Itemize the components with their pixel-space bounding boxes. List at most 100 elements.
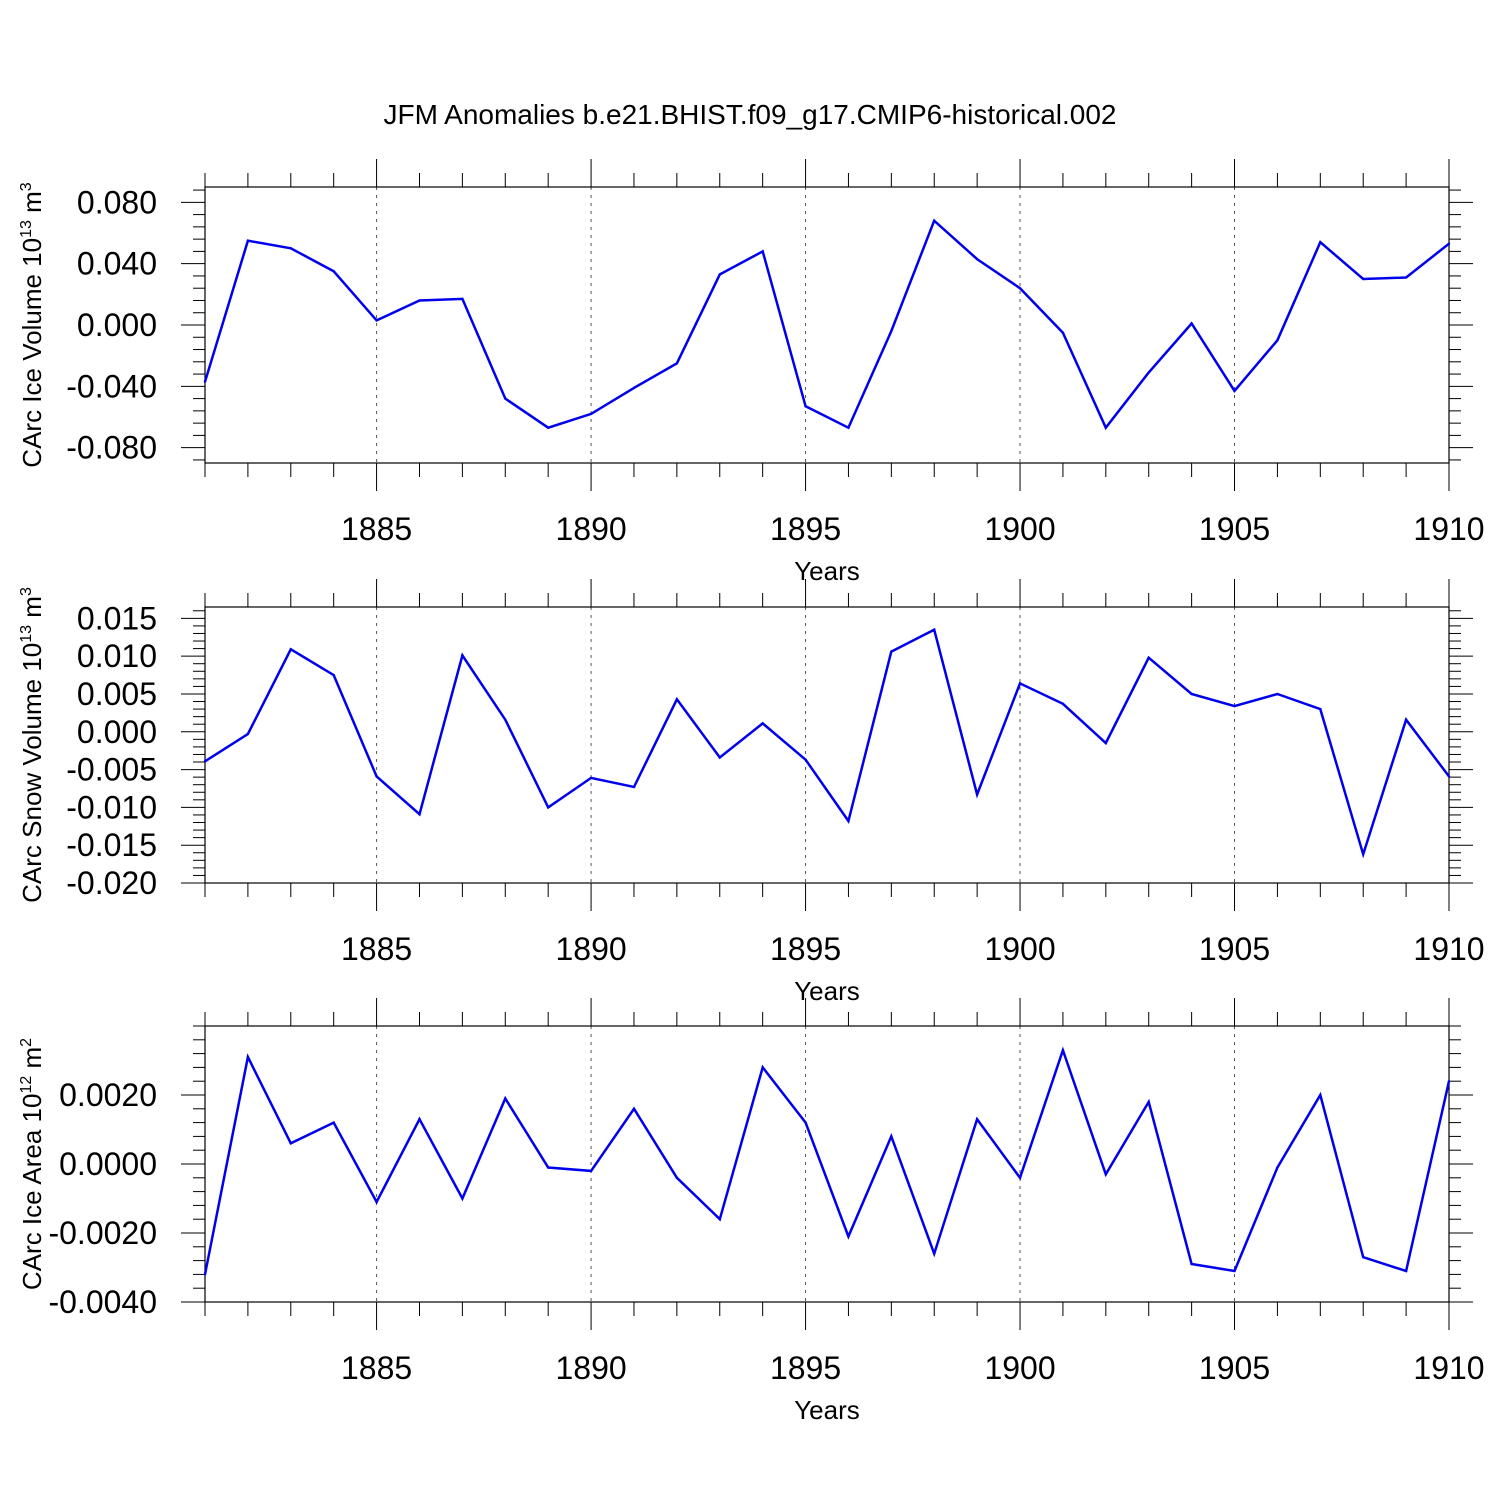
data-point [332,1121,335,1124]
data-point [461,654,464,657]
data-point [289,1142,292,1145]
y-tick-label: 0.010 [77,638,157,674]
data-point [718,273,721,276]
plot-frame [204,1025,1450,1303]
data-point [1233,389,1236,393]
x-tick-label: 1895 [770,511,841,547]
data-point [1362,853,1365,856]
data-point [418,812,421,816]
y-tick-label: -0.005 [66,752,157,788]
y-tick-label: 0.015 [77,600,157,636]
data-point [289,648,292,651]
data-point [375,775,378,778]
data-point [546,426,550,429]
data-point [332,270,335,273]
data-point [675,698,679,701]
plot-frame [204,186,1450,464]
data-point [1190,322,1193,325]
data-point [246,239,250,242]
data-point [1147,1100,1150,1104]
data-point [1018,287,1022,290]
plot-frame [204,606,1450,884]
data-point [804,758,807,761]
data-point [1404,1269,1408,1273]
data-point [1018,682,1022,685]
series-line [204,627,1450,859]
chart-panel-3: -0.0040 -0.0020 0.0000 0.0020 1885 1890 1895 19… [17,998,1485,1425]
x-tick-label: 1910 [1413,931,1484,967]
data-point [1018,1176,1022,1180]
data-point [1404,718,1408,721]
data-point [1061,331,1065,334]
data-point [418,299,421,302]
data-point [1190,1262,1193,1266]
figure-title: JFM Anomalies b.e21.BHIST.f09_g17.CMIP6-… [383,99,1116,130]
x-tick-label: 1885 [341,931,412,967]
y-tick-label: 0.000 [77,714,157,750]
data-point [1104,741,1108,745]
data-point [461,1197,464,1200]
y-axis-label: CArc Snow Volume 1013 m3 [17,587,47,903]
data-point [375,319,378,322]
y-tick-label: 0.0000 [59,1146,157,1182]
y-tick-label: -0.020 [66,865,157,901]
x-tick-label: 1890 [555,1350,626,1386]
data-point [933,1252,936,1255]
x-tick-label: 1900 [984,931,1055,967]
data-point [1319,1093,1322,1097]
data-point [1362,1255,1365,1259]
x-tick-label: 1900 [984,1350,1055,1386]
x-tick-label: 1900 [984,511,1055,547]
x-tick-label: 1905 [1199,511,1270,547]
data-point [246,1055,250,1059]
data-point [718,1218,721,1221]
x-tick-label: 1895 [770,931,841,967]
data-point [504,718,507,721]
data-point [847,1235,850,1238]
data-point [632,785,636,789]
y-tick-label: -0.015 [66,827,157,863]
data-point [1276,692,1279,696]
data-point [203,380,207,383]
y-tick-label: -0.0040 [48,1284,157,1320]
y-axis-label: CArc Ice Area 1012 m2 [17,1038,47,1290]
data-point [375,1200,378,1204]
data-point [761,250,764,253]
x-tick-label: 1890 [555,931,626,967]
data-point [1319,707,1322,711]
data-point [589,776,593,780]
x-tick-label: 1890 [555,511,626,547]
series-line [203,218,1450,431]
data-point [1276,339,1279,342]
data-point [1104,426,1108,429]
data-point [504,397,507,400]
data-point [890,650,893,653]
data-point [203,1273,207,1276]
data-point [632,386,636,390]
y-tick-label: 0.000 [77,307,157,343]
data-point [246,732,250,736]
data-point [675,1176,679,1180]
y-tick-label: 0.040 [77,246,157,282]
y-tick-label: -0.010 [66,789,157,825]
data-point [589,412,593,416]
x-axis-label: Years [794,556,860,586]
data-point [890,329,893,333]
data-point [847,819,850,823]
data-point [1233,704,1236,708]
data-point [804,1121,807,1124]
data-point [975,1117,979,1121]
x-tick-label: 1910 [1413,1350,1484,1386]
x-tick-label: 1885 [341,1350,412,1386]
x-tick-label: 1895 [770,1350,841,1386]
data-point [546,806,550,809]
y-tick-label: 0.080 [77,184,157,220]
data-point [589,1169,593,1173]
data-point [1319,241,1322,244]
data-point [933,219,936,222]
data-point [1447,1080,1451,1083]
x-axis-label: Years [794,976,860,1006]
x-tick-label: 1905 [1199,1350,1270,1386]
data-point [1233,1269,1236,1273]
y-tick-label: -0.0020 [48,1215,157,1251]
